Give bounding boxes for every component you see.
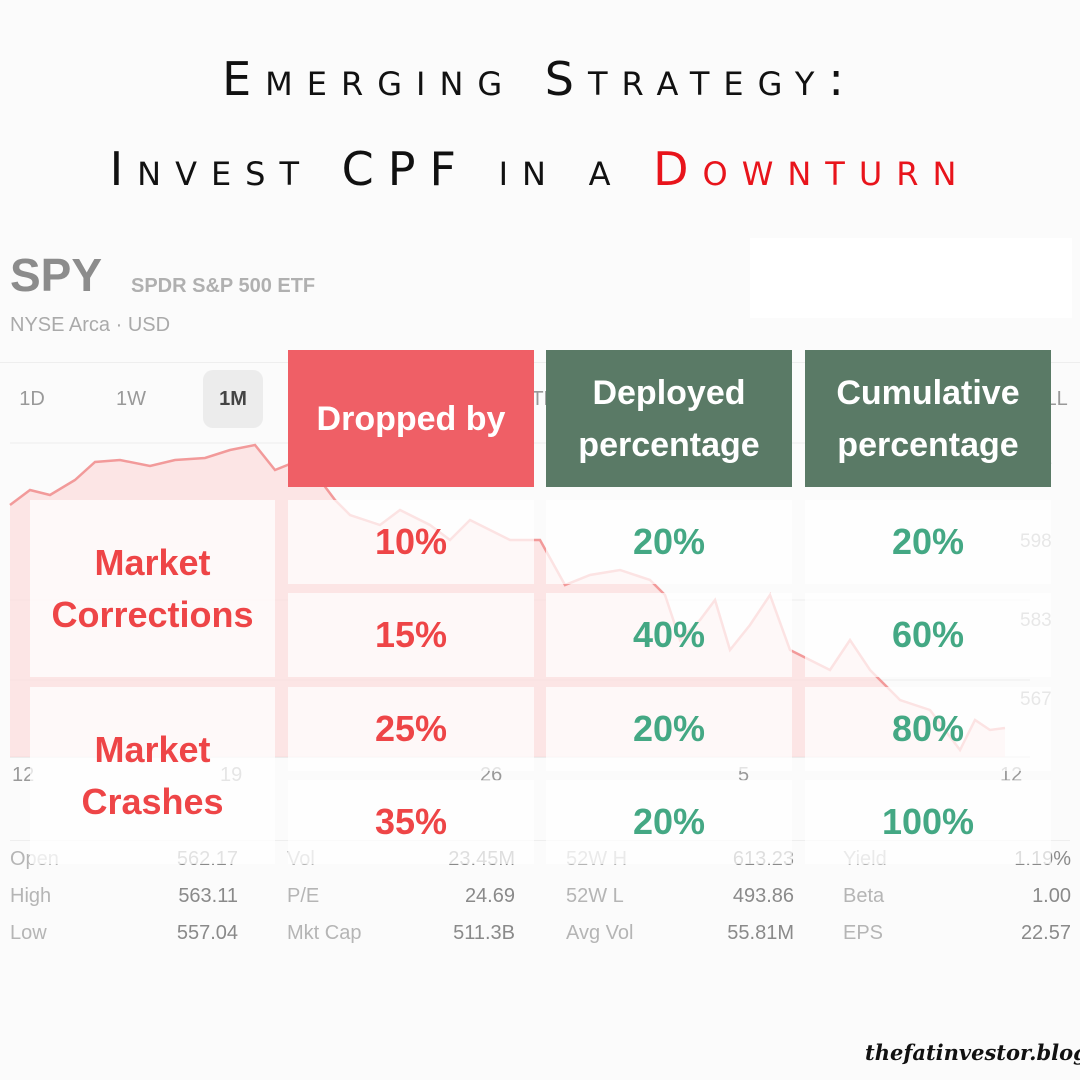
table-cell: 35% [288,780,534,864]
range-tab: 1D [19,388,45,410]
table-cell: 80% [805,687,1051,771]
stat-label: 52W L [566,885,624,907]
stat-value: 493.86 [732,885,794,907]
stat-value: 1.00 [1032,885,1071,907]
table-header: Cumulative percentage [805,350,1051,487]
range-selected [203,370,263,428]
title-highlight: Downturn [653,142,971,196]
table-cell: 20% [546,687,792,771]
fund-name: SPDR S&P 500 ETF [131,275,316,297]
title-line-2: Invest CPF in a Downturn [0,142,1080,196]
group-label: Market Corrections [30,500,275,677]
divider [10,840,1070,841]
table-cell: 20% [546,500,792,584]
table-cell: 60% [805,593,1051,677]
stat-value: 563.11 [178,885,238,907]
table-cell: 10% [288,500,534,584]
stat-value: 55.81M [727,922,794,944]
stat-label: Avg Vol [566,922,634,944]
stat-value: 511.3B [453,922,515,944]
stat-label: Mkt Cap [287,922,362,944]
exchange: NYSE Arca · USD [10,314,171,336]
date-label: 5 [738,764,750,786]
stat-label: EPS [843,922,884,944]
table-header: Dropped by [288,350,534,487]
footer: thefatinvestor.blog [865,1040,1080,1065]
table-cell: 15% [288,593,534,677]
table-header: Deployed percentage [546,350,792,487]
table-cell: 100% [805,780,1051,864]
table-cell: 20% [805,500,1051,584]
stat-value: 557.04 [176,922,238,944]
table-cell: 20% [546,780,792,864]
range-tab: 1W [116,388,146,410]
stat-label: Low [10,922,47,944]
date-label: 12 [12,764,35,786]
stat-value: 24.69 [464,885,515,907]
table-cell: 40% [546,593,792,677]
blank-box [750,238,1072,318]
stat-label: High [10,885,52,907]
stat-label: Beta [843,885,885,907]
range-tab: 1M [219,388,247,410]
title-text: Invest CPF in a [109,142,625,196]
table-cell: 25% [288,687,534,771]
group-label: Market Crashes [30,687,275,864]
title-line-1: Emerging Strategy: [222,52,858,106]
divider [0,362,1080,363]
stat-value: 22.57 [1020,922,1071,944]
stat-label: P/E [287,885,320,907]
ticker: SPY [10,249,103,301]
